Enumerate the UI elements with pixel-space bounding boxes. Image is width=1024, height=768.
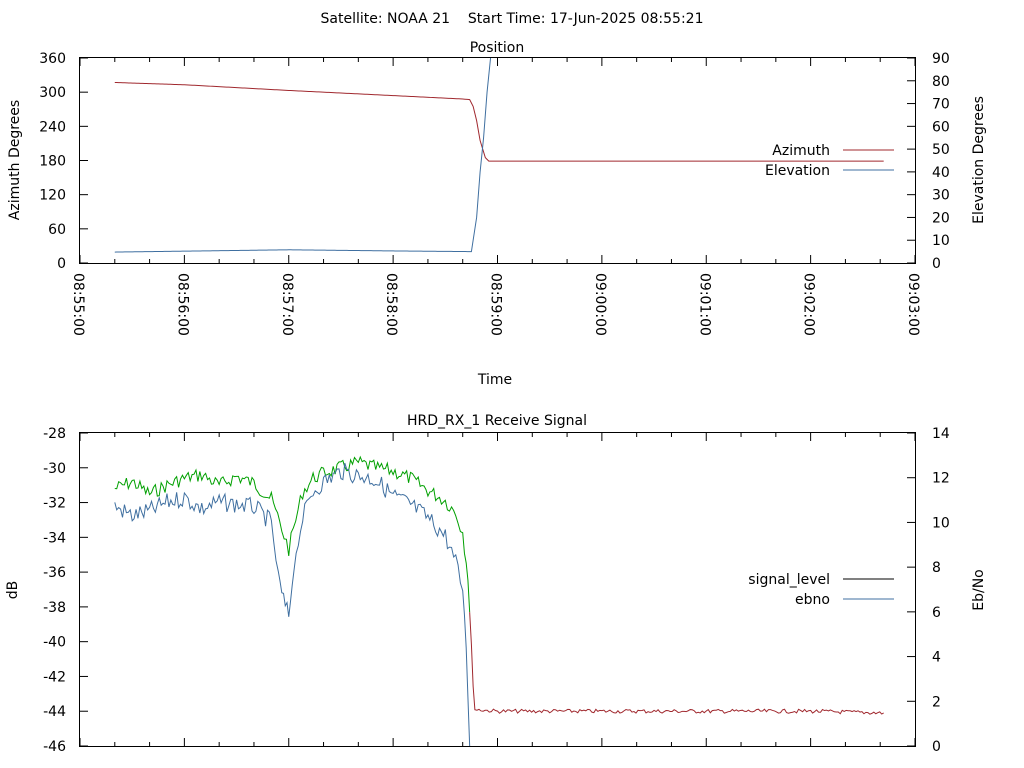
y2-tick-label: 10 (932, 515, 950, 531)
y-tick-label: -44 (43, 704, 66, 720)
y-tick-label: -42 (43, 669, 66, 685)
y-tick-label: -30 (43, 461, 66, 477)
receive-signal-legend: signal_level ebno (748, 572, 894, 608)
x-tick-label: 08:56:00 (174, 273, 190, 336)
y2-tick-label: 60 (932, 119, 950, 135)
x-tick-label: 08:57:00 (279, 273, 295, 336)
y2-tick-label: 80 (932, 74, 950, 90)
legend-label-ebno: ebno (795, 592, 830, 608)
y-tick-label: 0 (57, 256, 66, 272)
y-tick-label: -32 (43, 496, 66, 512)
series-line-azimuth (114, 81, 884, 162)
legend-label-azimuth: Azimuth (772, 143, 830, 159)
receive-signal-y-axis-label: dB (5, 581, 21, 600)
x-tick-label: 09:01:00 (696, 273, 712, 336)
y2-tick-label: 20 (932, 210, 950, 226)
position-chart: Position 0 60 120 180 240 300 360 0 10 20 30 40 50 6… (7, 40, 987, 388)
position-x-axis-label: Time (477, 372, 512, 388)
y-tick-label: 180 (39, 154, 66, 170)
y-tick-label: -28 (43, 426, 66, 442)
y-tick-label: -38 (43, 600, 66, 616)
receive-signal-y-tick-labels: -46 -44 -42 -40 -38 -36 -34 -32 -30 -28 (43, 426, 66, 755)
position-ticks (79, 57, 916, 264)
y2-tick-label: 2 (932, 694, 941, 710)
y-tick-label: -40 (43, 635, 66, 651)
y2-tick-label: 14 (932, 426, 950, 442)
receive-signal-ticks (79, 432, 916, 747)
y-tick-label: 120 (39, 188, 66, 204)
position-y-tick-labels: 0 60 120 180 240 300 360 (39, 51, 66, 272)
y2-tick-label: 30 (932, 188, 950, 204)
receive-signal-chart: HRD_RX_1 Receive Signal -46-44-42-40-38-… (5, 413, 987, 755)
x-tick-label: 09:02:00 (801, 273, 817, 336)
receive-signal-y2-axis-label: Eb/No (971, 569, 987, 611)
x-tick-label: 09:00:00 (592, 273, 608, 336)
legend-label-elevation: Elevation (765, 163, 830, 179)
y2-tick-label: 70 (932, 97, 950, 113)
receive-signal-y2-tick-labels: 0 2 4 6 8 10 12 14 (932, 426, 950, 755)
y2-tick-label: 6 (932, 605, 941, 621)
series-line-elevation (114, 57, 492, 253)
series-line-signal-level-locked (114, 455, 471, 613)
position-y2-tick-labels: 0 10 20 30 40 50 60 70 80 90 (932, 51, 950, 272)
y-tick-label: 360 (39, 51, 66, 67)
y2-tick-label: 10 (932, 233, 950, 249)
receive-signal-plot-frame (79, 432, 916, 747)
x-tick-label: 08:58:00 (383, 273, 399, 336)
y-tick-label: 240 (39, 119, 66, 135)
y2-tick-label: 50 (932, 142, 950, 158)
y2-tick-label: 40 (932, 165, 950, 181)
y-tick-label: 300 (39, 85, 66, 101)
x-tick-label: 08:55:00 (70, 273, 86, 336)
y-tick-label: -46 (43, 739, 66, 755)
y2-tick-label: 90 (932, 51, 950, 67)
legend-label-signal-level: signal_level (748, 572, 830, 588)
y2-tick-label: 4 (932, 650, 941, 666)
x-tick-label: 08:59:00 (488, 273, 504, 336)
position-legend: Azimuth Elevation (765, 143, 894, 179)
y-tick-label: -36 (43, 565, 66, 581)
position-x-tick-labels: 08:55:00 08:56:00 08:57:00 08:58:00 08:59:00… (70, 273, 921, 336)
receive-signal-series (114, 455, 884, 747)
position-series (114, 57, 884, 253)
position-y2-axis-label: Elevation Degrees (971, 96, 987, 224)
y-tick-label: -34 (43, 530, 66, 546)
position-chart-title: Position (470, 40, 525, 56)
y-tick-label: 60 (48, 222, 66, 238)
position-plot-frame (79, 57, 916, 264)
x-tick-label: 09:03:00 (905, 273, 921, 336)
y2-tick-label: 0 (932, 739, 941, 755)
y2-tick-label: 12 (932, 471, 950, 487)
position-y-axis-label: Azimuth Degrees (7, 100, 23, 220)
receive-signal-chart-title: HRD_RX_1 Receive Signal (407, 413, 587, 429)
page-title: Satellite: NOAA 21 Start Time: 17-Jun-20… (321, 11, 704, 27)
y2-tick-label: 8 (932, 560, 941, 576)
series-line-ebno (114, 462, 471, 747)
y2-tick-label: 0 (932, 256, 941, 272)
series-line-signal-level-unlocked (469, 612, 884, 715)
